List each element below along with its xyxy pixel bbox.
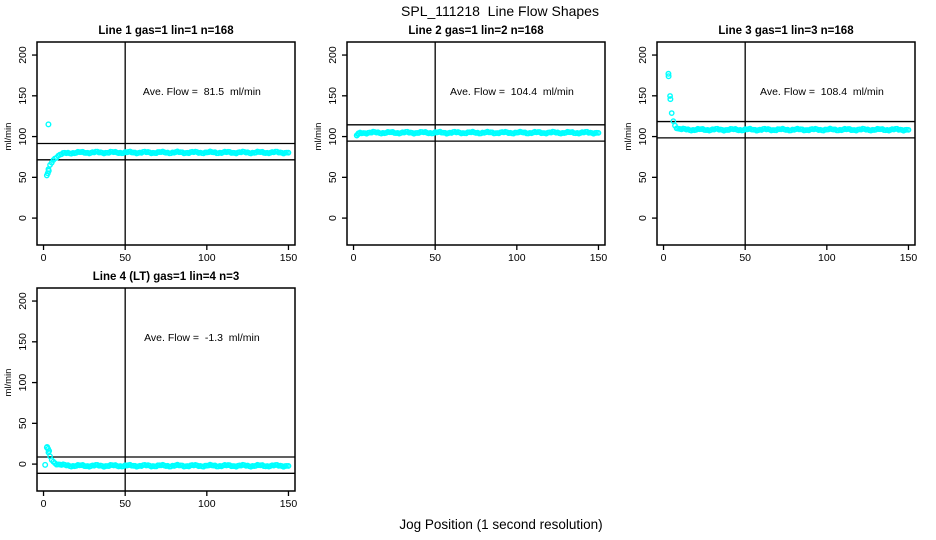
y-tick-label: 0 xyxy=(17,215,29,221)
y-axis-title: ml/min xyxy=(313,123,324,151)
x-axis: 0 50 100 150 xyxy=(661,245,918,264)
y-tick-label: 200 xyxy=(637,46,649,64)
plot-box xyxy=(36,287,296,492)
y-tick-label: 200 xyxy=(17,292,29,310)
x-axis: 0 50 100 150 xyxy=(351,245,608,264)
x-tick-label: 0 xyxy=(351,252,357,264)
chart-panel-4: Line 4 (LT) gas=1 lin=4 n=3 0 50 100 150 0 50 1… xyxy=(3,271,298,510)
ref-lines-group xyxy=(347,124,605,142)
ref-lines-group xyxy=(657,120,915,139)
scatter-points-group xyxy=(353,128,602,139)
y-tick-label: 200 xyxy=(17,46,29,64)
x-axis: 0 50 100 150 xyxy=(41,491,298,510)
y-tick-label: 0 xyxy=(327,215,339,221)
x-tick-label: 100 xyxy=(198,252,216,264)
ref-lines-group xyxy=(37,456,295,474)
y-tick-label: 100 xyxy=(637,128,649,146)
x-tick-label: 50 xyxy=(429,252,441,264)
x-tick-label: 100 xyxy=(508,252,526,264)
y-axis: 0 50 100 150 200 xyxy=(17,46,37,221)
y-tick-label: 0 xyxy=(637,215,649,221)
y-tick-label: 100 xyxy=(17,374,29,392)
y-tick-label: 100 xyxy=(17,128,29,146)
plot-box xyxy=(656,41,916,246)
panel-title: Line 3 gas=1 lin=3 n=168 xyxy=(718,25,854,37)
x-tick-label: 0 xyxy=(41,252,47,264)
x-tick-label: 100 xyxy=(198,498,216,510)
x-axis-label: Jog Position (1 second resolution) xyxy=(399,517,603,532)
y-tick-label: 50 xyxy=(17,417,29,429)
x-tick-label: 50 xyxy=(119,252,131,264)
x-tick-label: 150 xyxy=(280,498,298,510)
ave-flow-annotation: Ave. Flow = -1.3 ml/min xyxy=(144,332,260,344)
scatter-points-group xyxy=(43,121,292,179)
x-tick-label: 50 xyxy=(119,498,131,510)
y-axis-title: ml/min xyxy=(3,369,14,397)
y-tick-label: 150 xyxy=(637,87,649,105)
x-tick-label: 150 xyxy=(280,252,298,264)
y-tick-label: 200 xyxy=(327,46,339,64)
panel-title: Line 1 gas=1 lin=1 n=168 xyxy=(98,25,234,37)
y-axis: 0 50 100 150 200 xyxy=(637,46,657,221)
panel-title: Line 4 (LT) gas=1 lin=4 n=3 xyxy=(93,271,239,283)
chart-panel-3: Line 3 gas=1 lin=3 n=168 0 50 100 150 0 50 100 1… xyxy=(623,25,918,264)
x-tick-label: 150 xyxy=(900,252,918,264)
scatter-points-group xyxy=(665,70,912,134)
y-tick-label: 150 xyxy=(327,87,339,105)
ref-lines-group xyxy=(37,142,295,161)
figure-title: SPL_111218 Line Flow Shapes xyxy=(401,3,599,19)
y-tick-label: 50 xyxy=(637,171,649,183)
x-tick-label: 0 xyxy=(41,498,47,510)
plot-box xyxy=(346,41,606,246)
y-axis-title: ml/min xyxy=(3,123,14,151)
y-tick-label: 150 xyxy=(17,333,29,351)
panel-title: Line 2 gas=1 lin=2 n=168 xyxy=(408,25,544,37)
chart-panel-2: Line 2 gas=1 lin=2 n=168 0 50 100 150 0 50 100 1… xyxy=(313,25,608,264)
y-tick-label: 0 xyxy=(17,461,29,467)
y-axis: 0 50 100 150 200 xyxy=(17,292,37,467)
ave-flow-annotation: Ave. Flow = 104.4 ml/min xyxy=(450,86,574,98)
x-tick-label: 150 xyxy=(590,252,608,264)
x-tick-label: 100 xyxy=(818,252,836,264)
x-tick-label: 50 xyxy=(739,252,751,264)
x-tick-label: 0 xyxy=(661,252,667,264)
ave-flow-annotation: Ave. Flow = 108.4 ml/min xyxy=(760,86,884,98)
scatter-points-group xyxy=(42,443,292,470)
plot-box xyxy=(36,41,296,246)
y-tick-label: 150 xyxy=(17,87,29,105)
x-axis: 0 50 100 150 xyxy=(41,245,298,264)
y-tick-label: 100 xyxy=(327,128,339,146)
y-tick-label: 50 xyxy=(327,171,339,183)
y-tick-label: 50 xyxy=(17,171,29,183)
ave-flow-annotation: Ave. Flow = 81.5 ml/min xyxy=(143,86,261,98)
y-axis-title: ml/min xyxy=(623,123,634,151)
chart-panel-1: Line 1 gas=1 lin=1 n=168 0 50 100 150 0 50 100 1… xyxy=(3,25,298,264)
y-axis: 0 50 100 150 200 xyxy=(327,46,347,221)
